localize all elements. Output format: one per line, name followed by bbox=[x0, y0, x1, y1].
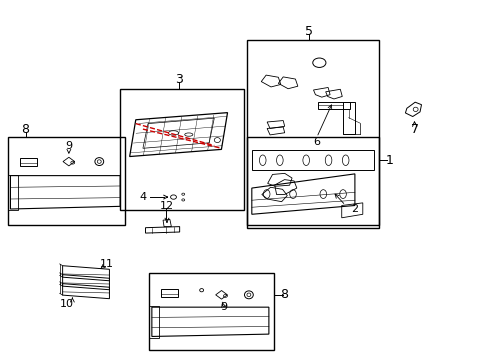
Text: 7: 7 bbox=[410, 123, 418, 136]
Bar bbox=[149, 273, 273, 350]
Text: 6: 6 bbox=[313, 137, 320, 147]
Text: 10: 10 bbox=[60, 299, 73, 309]
Bar bbox=[120, 89, 244, 211]
Text: 11: 11 bbox=[99, 259, 113, 269]
Text: 3: 3 bbox=[174, 73, 182, 86]
Text: 1: 1 bbox=[385, 154, 392, 167]
Text: 2: 2 bbox=[350, 204, 358, 214]
Text: 5: 5 bbox=[304, 25, 312, 38]
Bar bbox=[160, 289, 177, 297]
Bar bbox=[246, 137, 378, 225]
Text: 9: 9 bbox=[220, 302, 227, 312]
Text: 8: 8 bbox=[21, 122, 29, 136]
Bar bbox=[8, 137, 125, 225]
Text: 4: 4 bbox=[139, 192, 146, 202]
Text: 8: 8 bbox=[280, 288, 288, 301]
Text: 9: 9 bbox=[65, 141, 72, 151]
Text: 12: 12 bbox=[159, 201, 173, 211]
Bar bbox=[20, 158, 37, 166]
Bar bbox=[246, 40, 378, 228]
